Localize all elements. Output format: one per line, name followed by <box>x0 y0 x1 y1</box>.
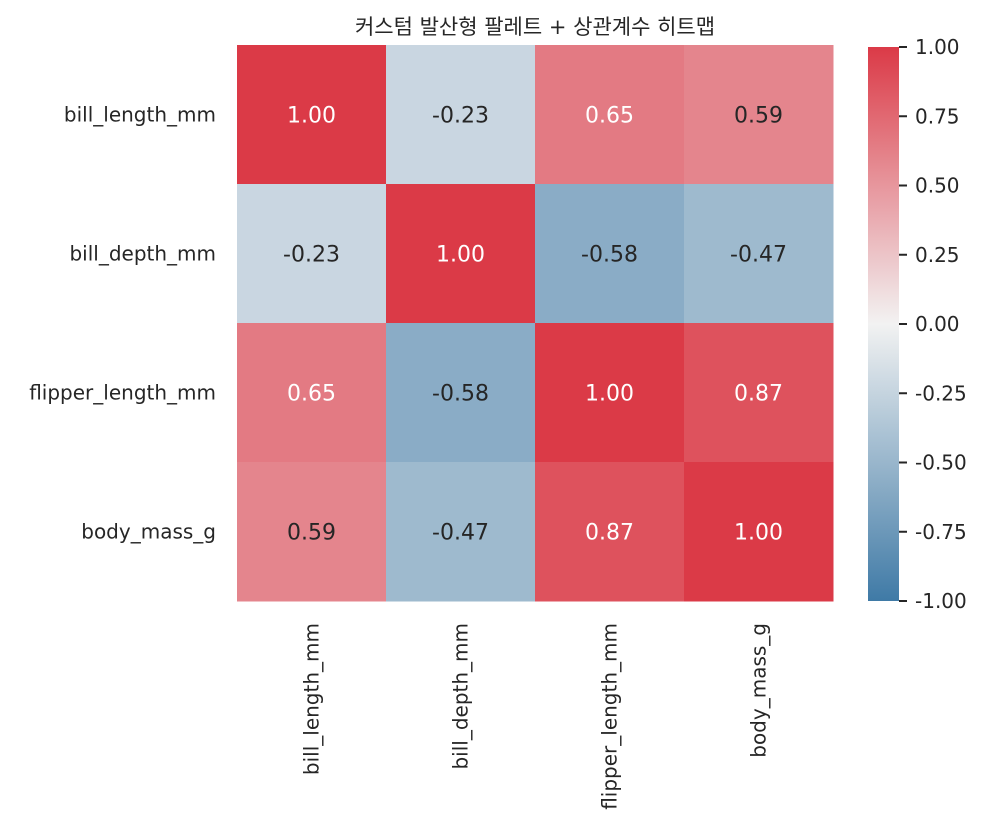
heatmap-cell <box>386 462 536 602</box>
heatmap-cell <box>237 184 387 324</box>
colorbar-tick-label: -0.25 <box>915 381 967 405</box>
heatmap-cell <box>237 323 387 463</box>
heatmap-cell <box>386 323 536 463</box>
heatmap-cell <box>684 323 834 463</box>
x-tick-label: bill_length_mm <box>300 623 324 775</box>
cell-value-label: 1.00 <box>436 243 485 268</box>
heatmap-cell <box>386 45 536 185</box>
cell-value-label: -0.23 <box>283 243 340 268</box>
colorbar-tick-label: -0.50 <box>915 451 967 475</box>
colorbar-tick-label: 0.25 <box>915 243 960 267</box>
colorbar-gradient <box>868 47 899 601</box>
cell-value-label: 1.00 <box>734 521 783 546</box>
x-tick-label: bill_depth_mm <box>449 623 473 770</box>
y-axis-tick-labels: bill_length_mm bill_depth_mm flipper_lengt… <box>29 103 216 544</box>
colorbar-tick-label: 0.75 <box>915 104 960 128</box>
colorbar-tick-label: -1.00 <box>915 589 967 613</box>
heatmap-cells <box>237 45 834 602</box>
cell-value-label: 1.00 <box>287 104 336 129</box>
y-tick-label: body_mass_g <box>81 520 216 544</box>
cell-value-label: 0.65 <box>287 382 336 407</box>
cell-value-label: -0.58 <box>581 243 638 268</box>
heatmap-cell <box>684 184 834 324</box>
heatmap-cell <box>237 45 387 185</box>
x-axis-tick-labels: bill_length_mm bill_depth_mm flipper_lengt… <box>300 623 771 810</box>
cell-value-label: -0.47 <box>730 243 787 268</box>
y-tick-label: bill_depth_mm <box>69 242 216 266</box>
heatmap-cell <box>535 45 685 185</box>
colorbar-tick-label: 1.00 <box>915 35 960 59</box>
cell-value-label: -0.58 <box>432 382 489 407</box>
colorbar-tick-label: 0.50 <box>915 174 960 198</box>
heatmap-cell <box>535 184 685 324</box>
cell-value-label: -0.23 <box>432 104 489 129</box>
cell-value-label: 0.65 <box>585 104 634 129</box>
y-tick-label: flipper_length_mm <box>29 381 216 405</box>
cell-value-label: 0.87 <box>734 382 783 407</box>
heatmap-cell-labels: 1.00 -0.23 0.65 0.59 -0.23 1.00 -0.58 -0.47 0.65… <box>283 104 787 546</box>
chart-title: 커스텀 발산형 팔레트 + 상관계수 히트맵 <box>355 15 715 39</box>
cell-value-label: 0.59 <box>734 104 783 129</box>
cell-value-label: -0.47 <box>432 521 489 546</box>
heatmap-cell <box>535 462 685 602</box>
x-tick-label: body_mass_g <box>747 623 771 758</box>
heatmap-cell <box>535 323 685 463</box>
colorbar-tick-label: 0.00 <box>915 312 960 336</box>
heatmap-cell <box>386 184 536 324</box>
colorbar: 1.00 0.75 0.50 0.25 0.00 -0.25 -0.50 -0.75 -1.00 <box>868 35 967 613</box>
heatmap-cell <box>237 462 387 602</box>
y-tick-label: bill_length_mm <box>64 103 216 127</box>
cell-value-label: 1.00 <box>585 382 634 407</box>
heatmap-cell <box>684 45 834 185</box>
cell-value-label: 0.59 <box>287 521 336 546</box>
heatmap-cell <box>684 462 834 602</box>
x-tick-label: flipper_length_mm <box>598 623 622 810</box>
colorbar-tick-label: -0.75 <box>915 520 967 544</box>
cell-value-label: 0.87 <box>585 521 634 546</box>
